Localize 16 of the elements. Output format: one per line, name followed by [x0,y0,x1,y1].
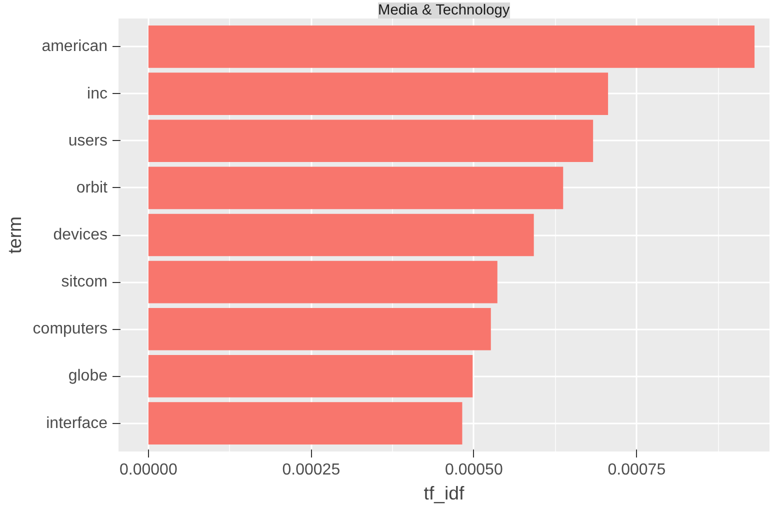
y-tick-label: computers [32,320,108,338]
y-tick-label: american [42,38,108,56]
y-tick-label: users [68,132,108,150]
y-tick-label: inc [87,85,108,102]
y-tick-label: devices [53,226,108,244]
x-tick-label: 0.00000 [120,462,178,478]
x-tick-label: 0.00025 [282,462,340,478]
y-tick-label: sitcom [61,274,108,291]
chart-title: Media & Technology [378,2,510,18]
y-tick-label: globe [68,368,108,385]
y-tick-label: orbit [76,179,108,196]
y-tick-label: interface [46,414,108,432]
x-tick-label: 0.00050 [445,462,503,478]
x-tick-label: 0.00075 [608,462,666,478]
y-axis-title: term [4,216,25,254]
x-axis-title: tf_idf [424,482,466,504]
